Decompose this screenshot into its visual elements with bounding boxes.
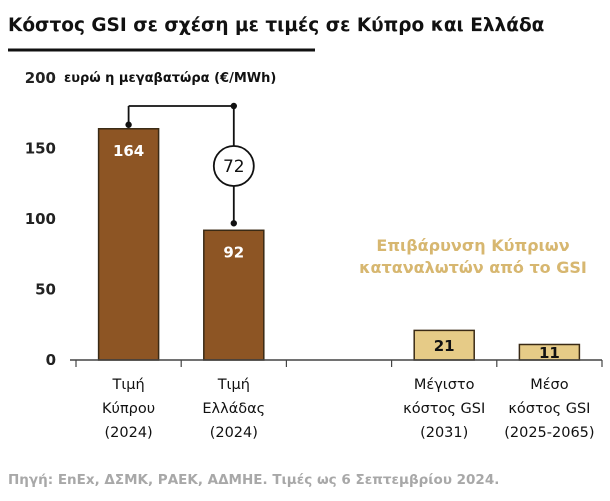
difference-circle (212, 145, 255, 187)
bar-value-label-1: 92 (223, 243, 244, 261)
y-tick-50: 50 (35, 281, 56, 299)
y-tick-150: 150 (25, 140, 56, 158)
difference-dot-bottom-right (230, 220, 237, 227)
x-label-0-line-2: (2024) (104, 425, 152, 441)
x-label-4-line-0: Μέσο (530, 377, 569, 393)
x-axis-labels: Τιμή Κύπρου (2024) Τιμή Ελλάδας (2024) Μέγιστο… (75, 360, 603, 441)
y-axis-unit-label: ευρώ η μεγαβατώρα (€/MWh) (64, 71, 276, 86)
difference-dot-left (125, 121, 132, 128)
y-tick-100: 100 (25, 210, 56, 228)
bar-value-label-0: 164 (113, 142, 144, 160)
source-note: Πηγή: EnEx, ΔΣΜΚ, ΡΑΕΚ, ΑΔΜΗΕ. Τιμές ως … (8, 472, 499, 488)
x-label-1-line-2: (2024) (210, 425, 258, 441)
difference-value: 72 (223, 157, 245, 177)
bar-value-label-3: 21 (434, 337, 455, 355)
bar-value-label-4: 11 (539, 344, 560, 362)
x-label-3-line-2: (2031) (420, 425, 468, 441)
x-label-0-line-0: Τιμή (112, 377, 145, 393)
y-tick-0: 0 (46, 351, 56, 369)
difference-annotation: 72 (125, 102, 255, 227)
y-axis-ticks: 0 50 100 150 200 (25, 69, 56, 369)
gsi-burden-note-line-1: Επιβάρυνση Κύπριων (376, 236, 569, 255)
difference-dot-top-right (230, 102, 237, 110)
x-label-4-line-1: κόστος GSI (508, 401, 590, 417)
y-tick-200: 200 (25, 69, 56, 87)
x-label-3-line-1: κόστος GSI (403, 401, 485, 417)
x-label-1-line-1: Ελλάδας (202, 401, 265, 417)
gsi-burden-note-line-2: καταναλωτών από το GSI (359, 258, 587, 277)
bar-0 (97, 128, 160, 361)
x-label-4-line-2: (2025-2065) (504, 425, 594, 441)
x-label-0-line-1: Κύπρου (102, 401, 155, 417)
chart-title: Κόστος GSI σε σχέση με τιμές σε Κύπρο κα… (8, 15, 544, 36)
bar-3 (413, 329, 475, 361)
x-label-3-line-0: Μέγιστο (414, 377, 475, 393)
x-label-1-line-0: Τιμή (217, 377, 250, 393)
